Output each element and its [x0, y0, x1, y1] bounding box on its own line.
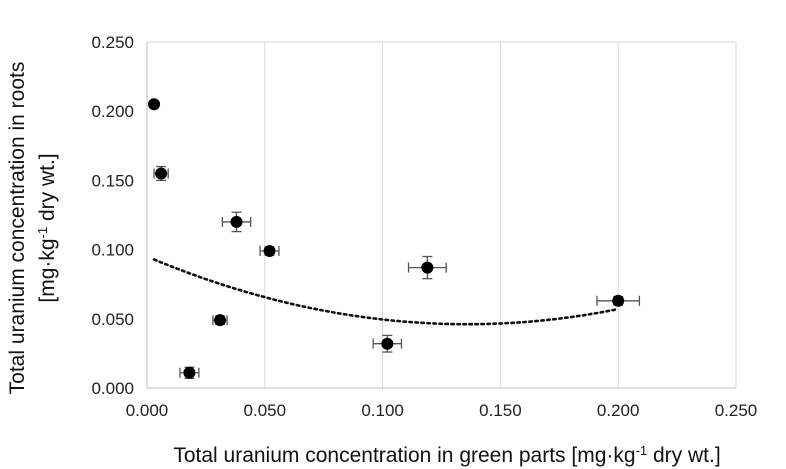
data-point	[148, 98, 161, 111]
data-point	[155, 167, 168, 180]
y-tick-label: 0.250	[91, 33, 134, 52]
data-point	[421, 261, 434, 274]
data-point	[263, 244, 276, 257]
axes	[146, 42, 736, 389]
x-tick-label: 0.200	[597, 401, 640, 420]
data-point-group	[259, 244, 280, 257]
y-axis-title: Total uranium concentration in roots [mg…	[6, 62, 59, 395]
data-point-group	[148, 98, 161, 111]
data-point	[381, 337, 394, 350]
data-point-group	[221, 211, 252, 233]
x-tick-label: 0.000	[126, 401, 169, 420]
data-point-group	[212, 314, 228, 327]
svg-text:[mg·kg-1 dry wt.]: [mg·kg-1 dry wt.]	[35, 153, 60, 302]
data-point	[214, 314, 227, 327]
y-tick-label: 0.050	[91, 310, 134, 329]
tick-labels: 0.000 0.050 0.100 0.150 0.200 0.250 0.000 0.050…	[91, 33, 757, 420]
data-point-group	[179, 366, 200, 379]
x-axis-title: Total uranium concentration in green par…	[173, 443, 720, 468]
y-tick-label: 0.200	[91, 102, 134, 121]
data-point	[230, 215, 243, 228]
data-point-group	[372, 334, 403, 353]
x-tick-label: 0.050	[244, 401, 287, 420]
x-tick-label: 0.250	[715, 401, 758, 420]
trendline-group	[152, 258, 620, 326]
svg-text:Total uranium concentration in: Total uranium concentration in roots	[6, 62, 29, 395]
data-points	[148, 98, 641, 379]
data-point-group	[153, 165, 169, 182]
data-point-group	[407, 255, 447, 280]
grid-lines	[147, 41, 737, 388]
y-tick-label: 0.000	[91, 379, 134, 398]
data-point	[183, 366, 196, 379]
data-point-group	[596, 294, 641, 307]
data-point	[612, 294, 625, 307]
polynomial-trendline	[152, 258, 620, 326]
y-tick-label: 0.100	[91, 241, 134, 260]
x-tick-label: 0.100	[361, 401, 404, 420]
y-tick-label: 0.150	[91, 171, 134, 190]
x-tick-label: 0.150	[479, 401, 522, 420]
